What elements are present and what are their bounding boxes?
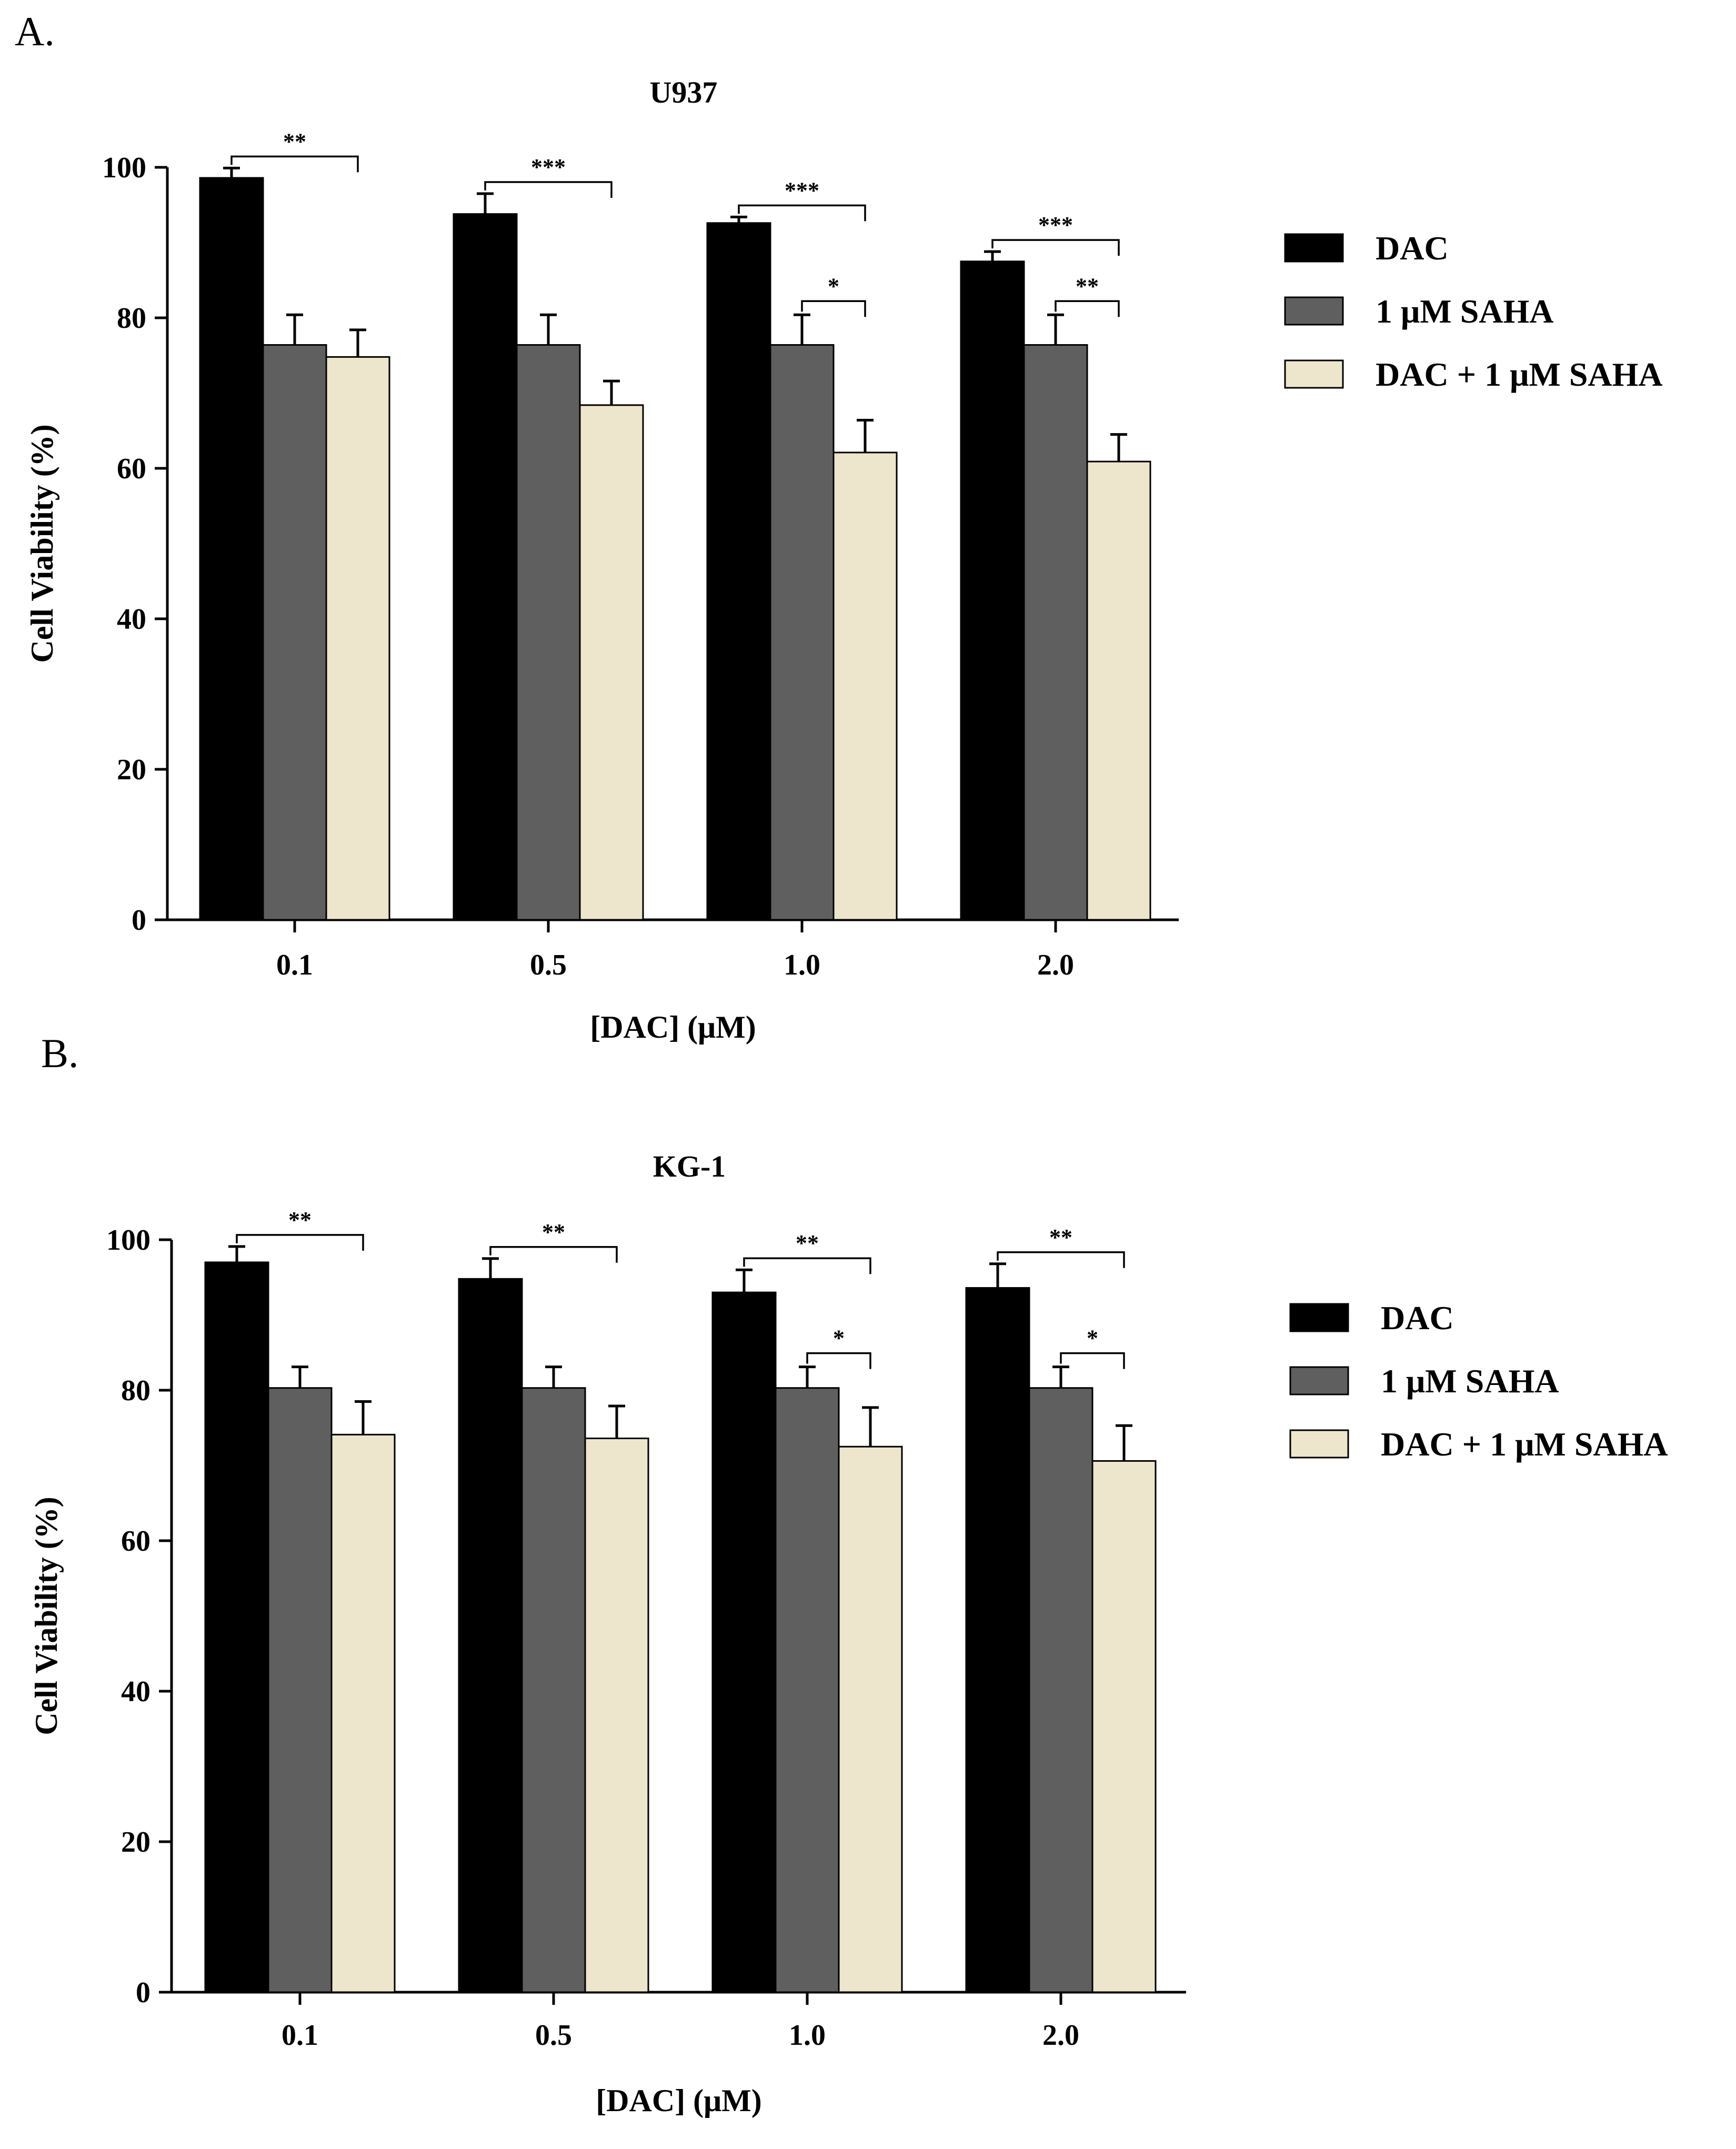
y-tick-label: 0 xyxy=(136,1976,150,2009)
significance-bracket xyxy=(1060,1352,1125,1369)
legend-swatch-dac-1-um-saha xyxy=(1289,1429,1349,1459)
bar-dac xyxy=(965,1287,1030,1993)
y-tick-label: 80 xyxy=(117,302,146,335)
bar-dac-1-um-saha xyxy=(1086,460,1151,921)
bar-dac-1-um-saha xyxy=(579,404,644,921)
bar-dac-1-um-saha xyxy=(832,451,898,921)
significance-bracket xyxy=(236,1234,364,1251)
significance-bracket xyxy=(801,300,866,317)
legend-swatch-dac-1-um-saha xyxy=(1284,359,1344,389)
x-tick-label: 0.1 xyxy=(276,949,313,981)
x-tick-label: 1.0 xyxy=(789,2019,826,2052)
significance-label: ** xyxy=(283,128,306,154)
legend-swatch-dac xyxy=(1289,1303,1349,1332)
x-tick-label: 0.1 xyxy=(282,2019,318,2052)
legend-swatch-dac xyxy=(1284,233,1344,263)
significance-label: ** xyxy=(288,1207,312,1233)
y-tick-label: 100 xyxy=(106,1224,150,1257)
bar-dac xyxy=(458,1278,523,1993)
y-tick-label: 0 xyxy=(132,904,146,937)
significance-label: ** xyxy=(542,1219,565,1245)
significance-bracket xyxy=(484,181,613,198)
y-axis-label: Cell Viability (%) xyxy=(29,1497,64,1735)
y-tick-label: 20 xyxy=(121,1826,150,1859)
bar-dac-1-um-saha xyxy=(325,356,390,921)
significance-bracket xyxy=(1055,300,1120,317)
y-tick-label: 60 xyxy=(117,453,146,485)
bar-1-um-saha xyxy=(769,344,835,921)
legend-label-1-um-saha: 1 μM SAHA xyxy=(1376,293,1554,330)
y-tick-label: 100 xyxy=(102,152,146,184)
bar-1-um-saha xyxy=(267,1387,333,1993)
legend-label-dac-1-um-saha: DAC + 1 μM SAHA xyxy=(1381,1425,1668,1463)
y-axis-label: Cell Viability (%) xyxy=(25,424,59,662)
x-tick-label: 1.0 xyxy=(784,949,820,981)
x-tick-label: 2.0 xyxy=(1042,2019,1079,2052)
bar-dac xyxy=(711,1291,777,1993)
y-tick-label: 80 xyxy=(121,1374,150,1407)
bar-dac xyxy=(706,222,771,921)
significance-label: ** xyxy=(1076,273,1099,299)
y-tick-label: 20 xyxy=(117,754,146,786)
bar-1-um-saha xyxy=(521,1387,586,1993)
bar-dac xyxy=(453,213,518,921)
panel-letter: B. xyxy=(41,1030,79,1076)
x-tick-label: 2.0 xyxy=(1037,949,1074,981)
bar-dac xyxy=(204,1261,269,1993)
significance-bracket xyxy=(806,1352,871,1369)
y-tick-label: 40 xyxy=(117,603,146,636)
x-axis-label: [DAC] (μM) xyxy=(590,1010,756,1045)
bar-dac-1-um-saha xyxy=(584,1438,649,1993)
y-tick-label: 60 xyxy=(121,1525,150,1558)
significance-label: *** xyxy=(785,177,819,203)
x-tick-label: 0.5 xyxy=(530,949,567,981)
chart-title: U937 xyxy=(650,75,718,109)
significance-label: ** xyxy=(796,1230,819,1256)
significance-bracket xyxy=(743,1257,871,1274)
significance-label: *** xyxy=(1038,212,1073,238)
legend-label-dac: DAC xyxy=(1381,1299,1454,1337)
y-tick-label: 40 xyxy=(121,1675,150,1708)
bar-dac-1-um-saha xyxy=(330,1433,396,1993)
significance-label: ** xyxy=(1049,1224,1072,1250)
bar-1-um-saha xyxy=(1028,1387,1093,1993)
bar-dac-1-um-saha xyxy=(838,1445,903,1993)
significance-bracket xyxy=(230,155,359,173)
bar-1-um-saha xyxy=(775,1387,840,1993)
bar-dac xyxy=(199,177,264,921)
bar-1-um-saha xyxy=(262,344,327,921)
legend-label-dac: DAC xyxy=(1376,229,1449,267)
significance-bracket xyxy=(991,239,1120,256)
significance-label: * xyxy=(833,1325,845,1351)
legend-swatch-1-um-saha xyxy=(1289,1366,1349,1395)
legend-label-dac-1-um-saha: DAC + 1 μM SAHA xyxy=(1376,356,1663,393)
legend-swatch-1-um-saha xyxy=(1284,296,1344,326)
significance-bracket xyxy=(489,1246,618,1263)
panel-a: A. U937 0 20 40 60 80 100 Cell Viability (%) 0.1 0… xyxy=(15,8,1663,1045)
significance-label: * xyxy=(828,273,839,299)
significance-bracket xyxy=(997,1251,1125,1268)
significance-label: *** xyxy=(531,154,566,180)
significance-label: * xyxy=(1087,1325,1098,1351)
legend-label-1-um-saha: 1 μM SAHA xyxy=(1381,1362,1559,1400)
panel-letter: A. xyxy=(15,8,55,54)
chart-title: KG-1 xyxy=(653,1149,726,1183)
panel-b: B. KG-1 0 20 40 60 80 100 Cell Viability (%) 0.1 0… xyxy=(29,1030,1668,2118)
x-tick-label: 0.5 xyxy=(535,2019,572,2052)
bar-1-um-saha xyxy=(1023,344,1088,921)
bar-1-um-saha xyxy=(516,344,581,921)
bar-dac-1-um-saha xyxy=(1091,1460,1157,1993)
significance-bracket xyxy=(738,204,866,222)
bar-dac xyxy=(960,260,1025,921)
x-axis-label: [DAC] (μM) xyxy=(596,2083,762,2118)
